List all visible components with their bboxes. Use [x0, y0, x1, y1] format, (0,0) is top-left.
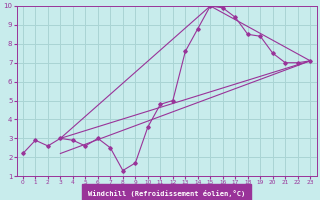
X-axis label: Windchill (Refroidissement éolien,°C): Windchill (Refroidissement éolien,°C): [88, 190, 245, 197]
